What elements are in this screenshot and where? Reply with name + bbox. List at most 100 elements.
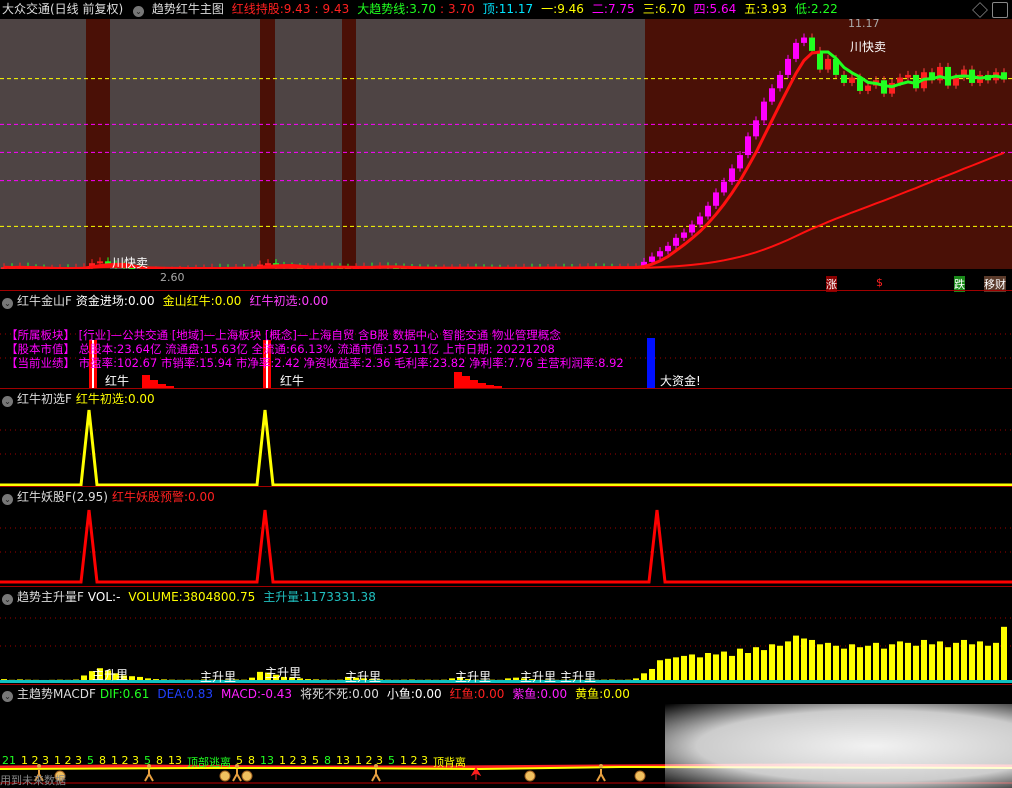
sequence-label: 8 (156, 754, 163, 767)
panel-yaogu-chart[interactable] (0, 504, 1012, 586)
main-candlestick-chart[interactable] (0, 19, 1012, 291)
axis-strip (0, 269, 1012, 291)
volume-bar (977, 641, 983, 682)
volume-bar (753, 647, 759, 682)
sequence-label: 1 2 3 (279, 754, 307, 767)
panel-menu-icon[interactable]: ⌄ (2, 298, 13, 309)
candle (809, 37, 815, 51)
indicator-item: 三:6.70 (643, 2, 690, 16)
volume-bar (673, 657, 679, 682)
panel-menu-icon[interactable]: ⌄ (2, 396, 13, 407)
volume-bar (353, 677, 359, 682)
indicator-label: 四: (693, 2, 710, 16)
volume-bar (929, 644, 935, 682)
volume-bar (649, 668, 655, 682)
stock-title[interactable]: 大众交通(日线 前复权) (2, 2, 124, 16)
runner-icon (371, 769, 381, 782)
candle (721, 181, 727, 193)
volume-bar (721, 651, 727, 682)
indicator-item: 资金进场:0.00 (76, 294, 159, 308)
candle (657, 251, 663, 257)
candle (825, 58, 831, 70)
candle (89, 263, 95, 268)
indicator-value: 0.00 (188, 490, 215, 504)
indicator-item: 五:3.93 (744, 2, 791, 16)
indicator-item: 紫鱼:0.00 (512, 687, 571, 701)
candle (673, 237, 679, 246)
panel-chuxuan-chart[interactable] (0, 406, 1012, 488)
indicator-label: 大趋势线: (357, 2, 410, 16)
runner-icon (374, 764, 378, 768)
runner-icon (34, 769, 44, 782)
panel-menu-icon[interactable]: ⌄ (2, 494, 13, 505)
sequence-label: 5 (236, 754, 243, 767)
volume-bar (793, 635, 799, 682)
volume-bar (857, 647, 863, 682)
panel-divider (0, 486, 1012, 487)
volume-bar (281, 676, 287, 682)
indicator-value: 1173331.38 (303, 590, 376, 604)
volume-bar (657, 660, 663, 682)
sequence-label: 顶部逃离 (187, 756, 231, 769)
diamond-icon[interactable] (972, 2, 988, 18)
candle (801, 37, 807, 43)
indicator-item: 红鱼:0.00 (450, 687, 509, 701)
sequence-label: 5 (87, 754, 94, 767)
candle (409, 267, 415, 270)
panel-jinshan-chart[interactable] (0, 310, 1012, 388)
panel-divider (0, 586, 1012, 587)
panel-macd-header: ⌄ 主趋势MACDF DIF:0.61 DEA:0.83 MACD:-0.43 将死不死:… (0, 685, 642, 703)
volume-bar (889, 644, 895, 682)
indicator-value: 5.64 (709, 2, 737, 16)
signal-bar-core (92, 340, 94, 388)
indicator-item: 红牛初选:0.00 (249, 294, 332, 308)
volume-bar (961, 639, 967, 682)
panel-menu-icon[interactable]: ⌄ (2, 594, 13, 605)
volume-bar (97, 668, 103, 682)
big-money-bar (647, 338, 655, 388)
indicator-item: 大趋势线:3.70:3.70 (357, 2, 479, 16)
sell-signal-label-left: 川快卖 (112, 256, 149, 270)
indicator-label: 红线持股: (231, 2, 284, 16)
volume-bar (953, 642, 959, 682)
indicator-label: 红鱼: (449, 687, 478, 701)
volume-bar (705, 653, 711, 682)
background-band (260, 19, 275, 269)
candle (265, 263, 271, 266)
candle (689, 224, 695, 233)
performance-info: 【当前业绩】 市盈率:102.67 市销率:15.94 市净率:2.42 净资收… (6, 356, 624, 370)
indicator-name[interactable]: 趋势红牛主图 (151, 2, 224, 16)
volume-bar (1001, 626, 1007, 682)
indicator-value: 9.43 (283, 2, 311, 16)
candle (945, 66, 951, 86)
sequence-label: 1 2 3 (54, 754, 82, 767)
finance-tag: 移财 (984, 276, 1006, 292)
window-toggle-icon[interactable] (992, 2, 1008, 18)
volume-bar (905, 642, 911, 682)
main-rise-label: 主升里 (200, 670, 237, 684)
sequence-label: 8 (99, 754, 106, 767)
big-money-label: 大资金! (660, 374, 701, 388)
indicator-value: -0.43 (261, 687, 293, 701)
dollar-tag: $ (876, 276, 883, 289)
volume-bar (897, 641, 903, 682)
main-rise-label: 主升里 (92, 668, 129, 682)
volume-bar (713, 654, 719, 682)
candle (961, 69, 967, 78)
indicator-value: 0.00 (127, 392, 155, 406)
main-rise-label: 主升里 (520, 670, 557, 684)
panel-volume-chart[interactable] (0, 604, 1012, 685)
indicator-item: 顶:11.17 (483, 2, 537, 16)
sequence-label: 1 2 3 (21, 754, 49, 767)
indicator-menu-icon[interactable]: ⌄ (133, 6, 145, 17)
panel-menu-icon[interactable]: ⌄ (2, 691, 13, 702)
money-bag-icon (54, 770, 66, 782)
sequence-label: 1 2 3 (355, 754, 383, 767)
volume-bar (785, 641, 791, 682)
volume-bar (289, 677, 295, 682)
candle (713, 192, 719, 206)
sequence-label: 顶背离 (433, 756, 466, 769)
panel-volume-name: 趋势主升量F (17, 590, 84, 604)
indicator-item: 将死不死:0.00 (300, 687, 383, 701)
background-band (86, 19, 110, 269)
